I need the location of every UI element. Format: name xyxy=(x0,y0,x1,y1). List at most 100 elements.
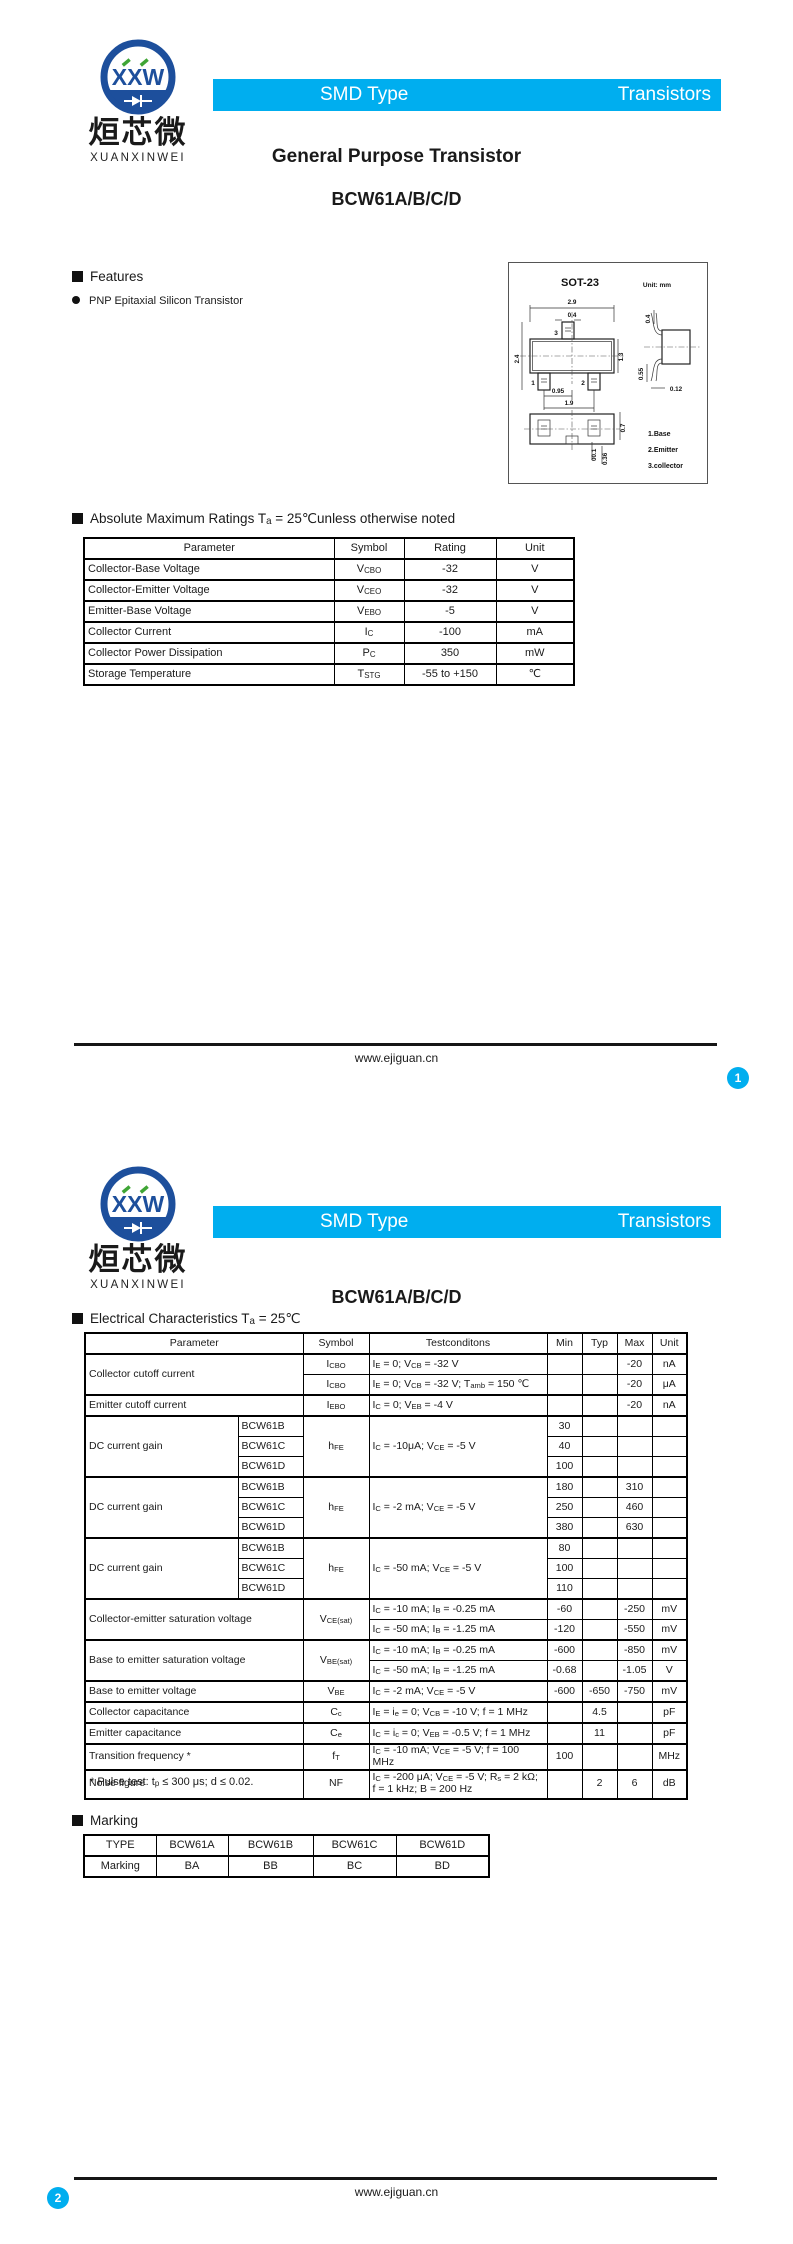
table-cell: BCW61B xyxy=(227,1834,314,1857)
table-cell: Marking xyxy=(83,1855,157,1878)
table-cell: IC = -50 mA; IB = -1.25 mA xyxy=(368,1619,548,1641)
table-cell: 310 xyxy=(616,1476,653,1498)
banner-transistors: Transistors xyxy=(617,84,711,105)
table-cell: -120 xyxy=(546,1619,583,1641)
svg-text:3.collector: 3.collector xyxy=(648,463,683,470)
table-cell xyxy=(546,1722,583,1745)
table-row: Collector Current IC -100 mA xyxy=(83,621,575,644)
table-cell xyxy=(616,1436,653,1457)
table-cell: VCBO xyxy=(333,558,405,581)
table-row: DC current gain BCW61B hFE IC = -10μA; VCE … xyxy=(84,1415,688,1478)
footer-url[interactable]: www.ejiguan.cn xyxy=(354,1051,439,1065)
table-cell: fT xyxy=(302,1743,370,1770)
table-cell: BCW61D xyxy=(237,1517,304,1539)
table-cell: hFE xyxy=(302,1476,370,1539)
table-cell: BCW61D xyxy=(237,1578,304,1600)
table-cell: Emitter-Base Voltage xyxy=(83,600,335,623)
svg-text:1.9: 1.9 xyxy=(565,400,574,407)
table-cell: pF xyxy=(651,1701,688,1724)
table-row: Emitter capacitance Ce IC = ic = 0; VEB = … xyxy=(84,1722,688,1745)
svg-text:1.Base: 1.Base xyxy=(648,431,671,438)
table-cell xyxy=(651,1497,688,1518)
table-cell xyxy=(581,1619,618,1641)
svg-text:0.12: 0.12 xyxy=(670,386,683,393)
table-cell: Collector capacitance xyxy=(84,1701,304,1724)
table-cell xyxy=(581,1558,618,1579)
table-cell: -650 xyxy=(581,1680,618,1703)
table-cell: 30 xyxy=(546,1415,583,1437)
table-cell: DC current gain xyxy=(84,1415,239,1478)
table-cell: IC = -200 μA; VCE = -5 V; Rs = 2 kΩ; f = … xyxy=(368,1768,548,1799)
table-cell: mV xyxy=(651,1680,688,1703)
table-cell: Emitter capacitance xyxy=(84,1722,304,1745)
table-cell: IC = -10 mA; IB = -0.25 mA xyxy=(368,1639,548,1661)
electrical-characteristics-heading: Electrical Characteristics Ta = 25℃ xyxy=(72,1311,301,1327)
table-row: BCW61D 380 630 xyxy=(85,1517,688,1539)
table-cell: DC current gain xyxy=(84,1537,239,1600)
table-cell: 180 xyxy=(546,1476,583,1498)
table-cell xyxy=(581,1660,618,1682)
table-cell: IC = -10 mA; VCE = -5 V; f = 100 MHz xyxy=(368,1743,548,1770)
table-cell: hFE xyxy=(302,1537,370,1600)
table-cell: TSTG xyxy=(333,663,405,686)
table-row: BCW61D 110 xyxy=(85,1578,688,1600)
table-cell xyxy=(546,1353,583,1375)
table-cell xyxy=(651,1476,688,1498)
svg-text:00.1: 00.1 xyxy=(591,448,598,461)
table-cell: IC = -50 mA; VCE = -5 V xyxy=(368,1537,548,1600)
svg-text:0.36: 0.36 xyxy=(602,452,609,465)
round-bullet-icon xyxy=(72,296,80,304)
table-cell: Parameter xyxy=(83,537,335,560)
table-cell: VBE xyxy=(302,1680,370,1703)
table-row: BCW61D 100 xyxy=(85,1456,688,1478)
footer-divider xyxy=(74,2177,717,2180)
table-cell: VBE(sat) xyxy=(302,1639,370,1682)
table-cell: IC = ic = 0; VEB = -0.5 V; f = 1 MHz xyxy=(368,1722,548,1745)
table-cell: Rating xyxy=(403,537,497,560)
table-cell: mV xyxy=(651,1619,688,1641)
svg-text:0.7: 0.7 xyxy=(620,423,627,432)
page-number-badge: 1 xyxy=(727,1067,749,1089)
banner-transistors: Transistors xyxy=(617,1211,711,1232)
part-number: BCW61A/B/C/D xyxy=(331,189,462,209)
table-cell: 100 xyxy=(546,1743,583,1770)
table-cell xyxy=(581,1639,618,1661)
table-cell: VCE(sat) xyxy=(302,1598,370,1641)
table-cell xyxy=(616,1558,653,1579)
table-cell: nA xyxy=(651,1353,688,1375)
table-cell: BCW61C xyxy=(237,1497,304,1518)
table-cell xyxy=(651,1537,688,1559)
table-row: DC current gain BCW61B hFE IC = -2 mA; VCE … xyxy=(84,1476,688,1539)
table-cell: 100 xyxy=(546,1456,583,1478)
footer-url[interactable]: www.ejiguan.cn xyxy=(354,2185,439,2199)
table-cell: -32 xyxy=(403,558,497,581)
table-cell: Collector-Emitter Voltage xyxy=(83,579,335,602)
table-cell xyxy=(546,1374,583,1396)
svg-text:3: 3 xyxy=(554,330,558,337)
table-row: Emitter cutoff current IEBO IC = 0; VEB = … xyxy=(84,1394,688,1417)
table-cell: BC xyxy=(312,1855,397,1878)
table-cell: BCW61C xyxy=(237,1558,304,1579)
table-cell: ℃ xyxy=(495,663,575,686)
logo-monogram: XXW xyxy=(112,64,165,90)
table-cell: TYPE xyxy=(83,1834,157,1857)
table-cell: V xyxy=(495,558,575,581)
table-cell xyxy=(581,1476,618,1498)
table-cell xyxy=(581,1415,618,1437)
table-cell: BB xyxy=(227,1855,314,1878)
pulse-test-footnote: * Pulse test: tp ≤ 300 μs; d ≤ 0.02. xyxy=(90,1776,254,1788)
page-number-badge: 2 xyxy=(47,2187,69,2209)
table-cell: Transition frequency * xyxy=(84,1743,304,1770)
table-row: Parameter Symbol Testconditons Min Typ Max Uni… xyxy=(84,1332,688,1355)
table-cell: 11 xyxy=(581,1722,618,1745)
square-bullet-icon xyxy=(72,513,83,524)
table-cell: 80 xyxy=(546,1537,583,1559)
table-row: ICBO IE = 0; VCB = -32 V; Tamb = 150 ℃ -20… xyxy=(85,1374,688,1396)
table-cell: ICBO xyxy=(302,1353,370,1375)
table-cell: Emitter cutoff current xyxy=(84,1394,304,1417)
absolute-maximum-ratings-table: Parameter Symbol Rating Unit Collector-Base … xyxy=(83,537,575,686)
table-cell: MHz xyxy=(651,1743,688,1770)
package-outline-drawing: SOT-23 Unit: mm 2.9 0.4 3 1 2 2.4 1.3 xyxy=(508,262,708,484)
table-cell: Symbol xyxy=(333,537,405,560)
